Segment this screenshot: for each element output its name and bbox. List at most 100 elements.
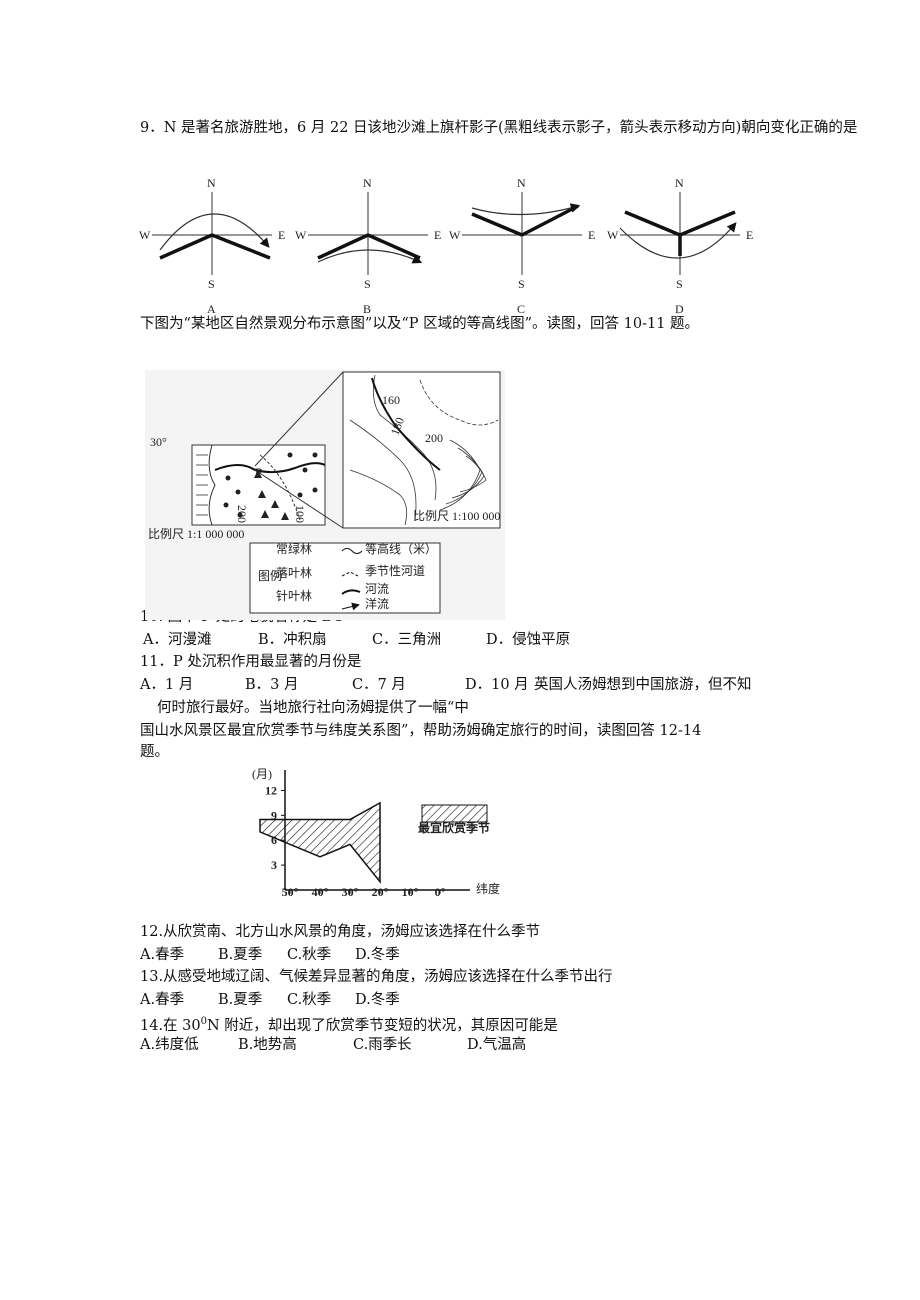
compass-label: N [207,176,216,190]
option: C.雨季长 [353,1037,412,1053]
options: A．河漫滩 B．冲积扇 C．三角洲 D．侵蚀平原 [140,630,760,650]
compass-label: E [434,228,441,242]
scale-label: 比例尺 1:1 000 000 [148,527,244,541]
option: C.秋季 [287,947,332,963]
shadow [521,204,579,237]
compass-label: W [449,228,461,242]
y-tick-label: 3 [271,858,277,872]
legend-symbol [341,548,363,554]
question-text: 11．P 处沉积作用最显著的月份是 [140,654,362,670]
legend-item: 洋流 [365,596,389,611]
question-text: N 附近，却出现了欣赏季节变短的状况，其原因可能是 [207,1017,558,1034]
legend-item: 季节性河道 [365,564,425,578]
contour-label: 160 [382,393,400,407]
compass-label: S [364,277,371,291]
option: B．3 月 [245,677,299,693]
axis-label: 纬度 [476,881,500,896]
options: A.纬度低 B.地势高 C.雨季长 D.气温高 [140,1035,590,1055]
legend-swatch [421,804,488,823]
sun-path [619,222,737,259]
river [214,462,326,474]
shadow [211,233,271,260]
latitude-label: 30° [150,435,167,449]
legend-item: 等高线（米） [365,541,437,556]
season-area [259,801,381,884]
shadow [317,233,369,260]
x-tick-label: 40° [312,885,329,899]
option: A．1 月 [140,677,194,693]
intro-text: 何时旅行最好。当地旅行社向汤姆提供了一幅“中 [157,700,469,716]
question-text: 9．N 是著名旅游胜地，6 月 22 日该地沙滩上旗杆影子(黑粗线表示影子，箭头… [140,120,858,136]
option: D.气温高 [467,1037,527,1053]
option-label: C [517,302,525,316]
legend-box [249,542,441,614]
question-text: 13.从感受地域辽阔、气候差异显著的角度，汤姆应该选择在什么季节出行 [140,969,613,985]
shadow [624,210,681,237]
options: A.春季 B.夏季 C.秋季 D.冬季 [140,945,540,965]
compass-label: S [518,277,525,291]
x-tick-label: 0° [435,885,446,899]
contour-label: 200 [235,505,249,523]
map-figure: 30° P 比例尺 1:1 000 000 200 100 比例尺 1:100 … [145,370,505,620]
intro-text: 题。 [140,744,169,760]
shadow [367,233,421,260]
legend-item: 常绿林 [276,541,312,556]
y-tick-label: 12 [265,783,277,797]
options: A.春季 B.夏季 C.秋季 D.冬季 [140,990,540,1010]
inset-contours [349,374,499,526]
compass-label: E [278,228,285,242]
y-tick-label: 9 [271,808,277,822]
compass-label: E [746,228,753,242]
option: D.冬季 [355,992,400,1008]
inset-frame [342,371,501,529]
sun-path [471,203,581,216]
contour-label: 180 [388,415,407,437]
intro-text: 英国人汤姆想到中国旅游，但不知 [534,677,752,693]
option: A.春季 [140,947,185,963]
option: C.秋季 [287,992,332,1008]
legend-title: 图例 [258,569,282,583]
sun-path [159,213,270,251]
option: A.春季 [140,992,185,1008]
option: B.地势高 [238,1037,297,1053]
options: A．1 月 B．3 月 C．7 月 D．10 月 英国人汤姆想到中国旅游，但不知 [140,675,800,695]
option: B.夏季 [218,992,263,1008]
option: A.纬度低 [140,1037,199,1053]
intro-text: 下图为“某地区自然景观分布示意图”以及“P 区域的等高线图”。读图，回答 10-… [140,316,700,332]
question-text: 12.从欣赏南、北方山水风景的角度，汤姆应该选择在什么季节 [140,924,541,940]
compass-label: E [588,228,595,242]
shadow [159,233,213,260]
contour-label: 100 [293,505,307,523]
compass-label: N [675,176,684,190]
compass-label: W [295,228,307,242]
option: D．侵蚀平原 [486,632,571,648]
axis-label: (月) [252,767,272,781]
ocean-lines [196,454,208,516]
superscript: 0 [200,1016,207,1027]
option-label: A [207,302,216,316]
scale-label: 比例尺 1:100 000 [413,509,500,523]
legend-symbol [341,571,359,577]
inset-link [254,469,344,529]
option: D.冬季 [355,947,400,963]
legend-label: 最宜欣赏季节 [418,820,490,835]
legend-item: 针叶林 [276,588,312,603]
question-text: 14.在 30 [140,1017,201,1034]
question-text: 14.在 300N 附近，却出现了欣赏季节变短的状况，其原因可能是 [140,1012,558,1036]
river [371,377,441,471]
shadow [471,212,523,237]
compass-label: W [607,228,619,242]
x-tick-label: 20° [372,885,389,899]
legend-symbol [341,602,360,611]
sun-path [317,249,423,264]
forest-symbols [223,452,318,520]
shadow [679,210,736,237]
option: C．7 月 [352,677,406,693]
compass-label: N [517,176,526,190]
compass-label: S [676,277,683,291]
option: D．10 月 [465,677,529,693]
compass-label: S [208,277,215,291]
contour-label: 200 [425,431,443,445]
option: B.夏季 [218,947,263,963]
x-tick-label: 10° [402,885,419,899]
